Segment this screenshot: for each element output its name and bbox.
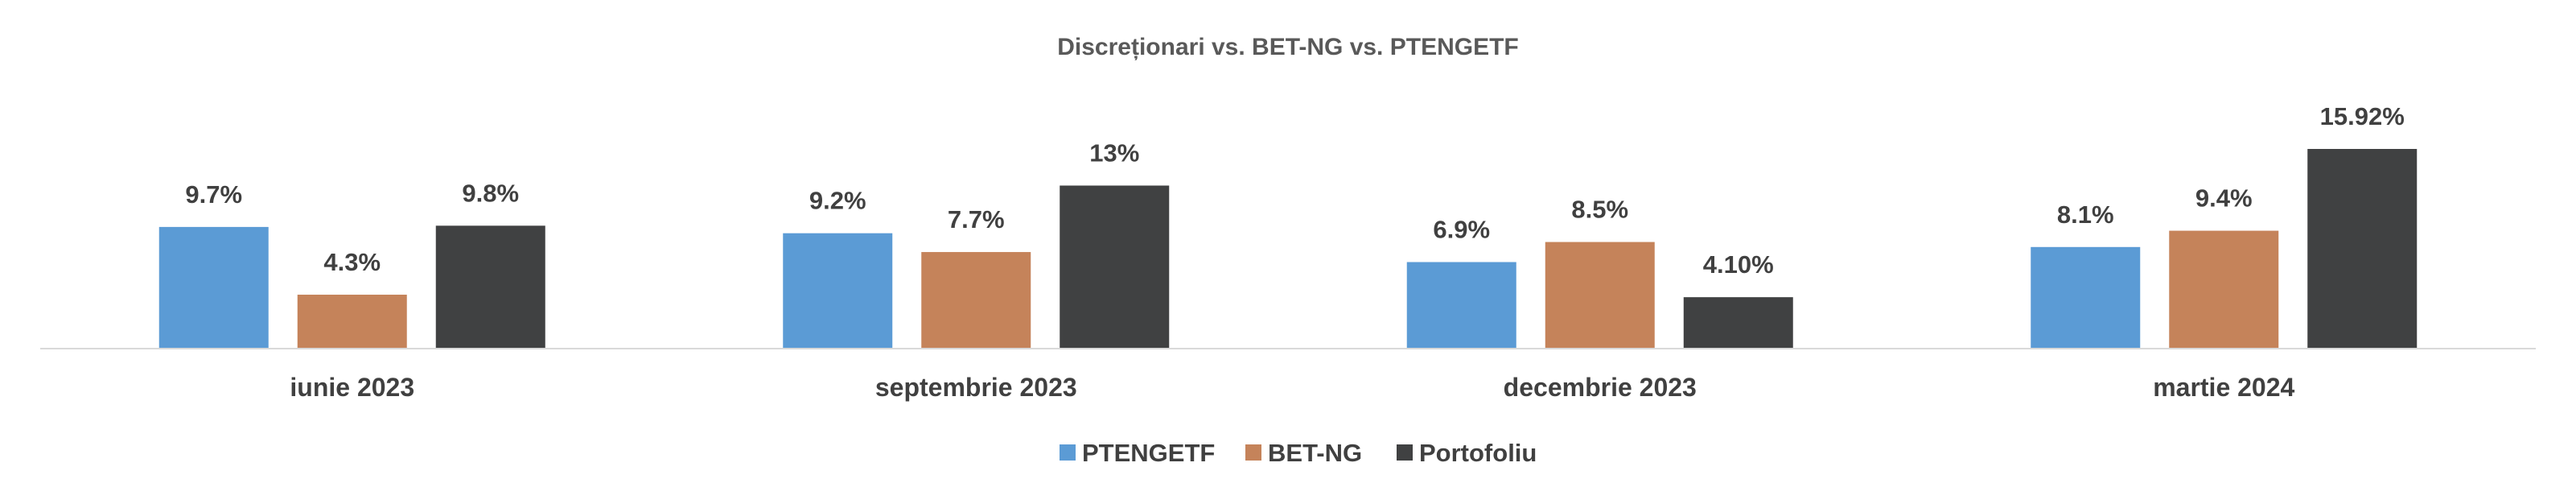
legend-label: BET-NG: [1268, 439, 1362, 467]
legend-swatch: [1397, 444, 1413, 461]
bar-bet-ng-1: [921, 252, 1031, 349]
bar-ptengetf-2: [1406, 262, 1516, 349]
x-tick-label: martie 2024: [2153, 373, 2294, 402]
data-label: 13%: [1089, 138, 1139, 167]
x-tick-label: decembrie 2023: [1504, 373, 1697, 402]
data-label: 9.8%: [462, 179, 519, 207]
data-label: 9.4%: [2195, 184, 2253, 213]
data-label: 6.9%: [1433, 216, 1490, 244]
data-label: 8.5%: [1571, 196, 1628, 224]
data-label: 9.7%: [185, 180, 242, 209]
x-tick-labels: iunie 2023 septembrie 2023 decembrie 2023 m…: [290, 373, 2294, 402]
bar-portofoliu-2: [1683, 297, 1793, 349]
legend: PTENGETF BET-NG Portofoliu: [1060, 439, 1537, 467]
legend-label: PTENGETF: [1082, 439, 1215, 467]
legend-label: Portofoliu: [1419, 439, 1537, 467]
data-labels-layer: 9.7% 4.3% 9.8% 9.2% 7.7% 13% 6.9% 8.5% 4.10% 8.1%…: [185, 102, 2404, 279]
bar-ptengetf-3: [2031, 246, 2141, 349]
bar-portofoliu-3: [2307, 149, 2418, 349]
bar-bet-ng-0: [297, 295, 407, 349]
data-label: 8.1%: [2057, 200, 2114, 229]
data-label: 15.92%: [2320, 102, 2405, 130]
bars-layer: [158, 149, 2418, 349]
chart-title: Discreționari vs. BET-NG vs. PTENGETF: [1057, 34, 1519, 60]
data-label: 9.2%: [809, 187, 866, 215]
data-label: 4.3%: [323, 248, 381, 276]
bar-bet-ng-3: [2169, 230, 2279, 349]
bar-portofoliu-0: [435, 225, 545, 349]
bar-portofoliu-1: [1060, 185, 1170, 349]
bar-ptengetf-1: [783, 233, 893, 349]
bar-ptengetf-0: [158, 226, 269, 349]
data-label: 7.7%: [948, 205, 1005, 233]
x-tick-label: iunie 2023: [290, 373, 414, 402]
data-label: 4.10%: [1703, 250, 1774, 279]
legend-swatch: [1245, 444, 1261, 461]
legend-swatch: [1060, 444, 1076, 461]
bar-bet-ng-2: [1545, 242, 1655, 349]
x-tick-label: septembrie 2023: [875, 373, 1077, 402]
